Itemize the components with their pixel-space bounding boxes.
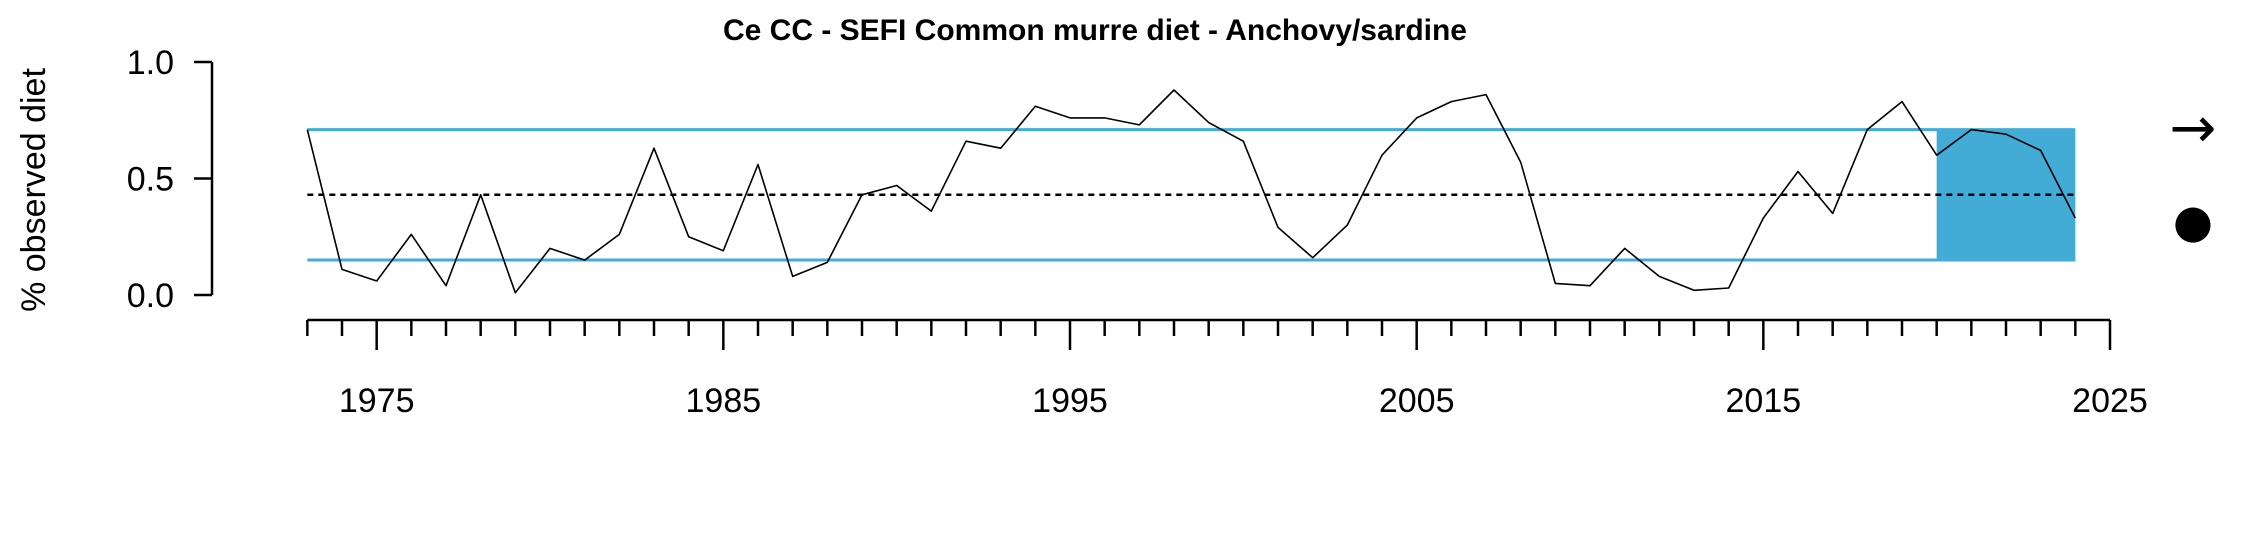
x-tick-label: 2015 xyxy=(1726,382,1802,420)
chart-title: Ce CC - SEFI Common murre diet - Anchovy… xyxy=(723,14,1467,47)
y-tick-label: 0.5 xyxy=(127,161,174,199)
x-tick-label: 2025 xyxy=(2072,382,2148,420)
y-tick-label: 0.0 xyxy=(127,277,174,315)
mean-dot-icon: ● xyxy=(2173,194,2213,248)
series-line xyxy=(306,89,2077,294)
trend-arrow-icon: → xyxy=(2170,96,2217,161)
x-tick-label: 1985 xyxy=(686,382,762,420)
y-axis-label: % observed diet xyxy=(15,68,53,312)
x-tick-label: 1995 xyxy=(1032,382,1108,420)
x-tick-label: 1975 xyxy=(339,382,415,420)
y-tick-label: 1.0 xyxy=(127,44,174,82)
x-tick-label: 2005 xyxy=(1379,382,1455,420)
